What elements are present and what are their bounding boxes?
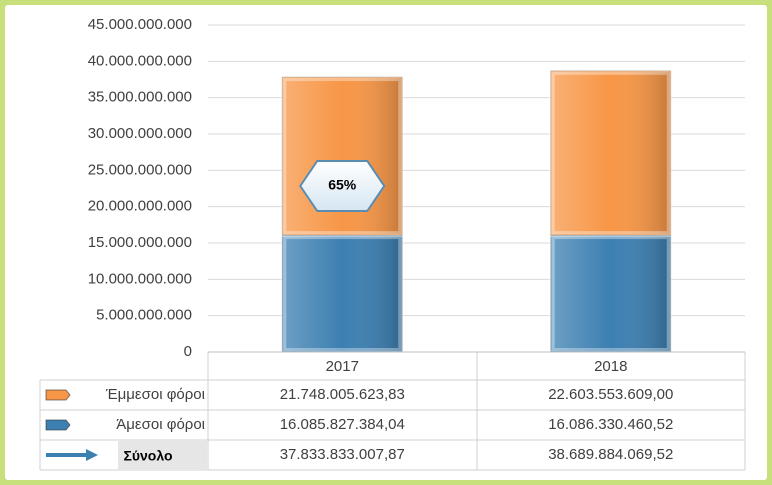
y-tick-label: 20.000.000.000 (88, 198, 192, 215)
y-tick-label: 30.000.000.000 (88, 125, 192, 142)
y-tick-label: 40.000.000.000 (88, 52, 192, 69)
table-total: 37.833.833.007,87 (280, 446, 405, 463)
y-tick-label: 10.000.000.000 (88, 270, 192, 287)
legend-key (45, 419, 71, 431)
table-value: 21.748.005.623,83 (280, 386, 405, 403)
y-tick-label: 15.000.000.000 (88, 234, 192, 251)
x-tick-label: 2018 (594, 358, 627, 375)
annotation-shape (299, 160, 386, 212)
x-tick-label: 2017 (326, 358, 359, 375)
y-tick-label: 0 (184, 343, 192, 360)
table-total: 38.689.884.069,52 (548, 446, 673, 463)
bar-bevel (548, 68, 673, 238)
y-tick-label: 35.000.000.000 (88, 89, 192, 106)
y-tick-label: 45.000.000.000 (88, 16, 192, 33)
table-value: 22.603.553.609,00 (548, 386, 673, 403)
data-table-grid (39, 352, 746, 471)
legend-label: Έμμεσοι φόροι (105, 386, 205, 403)
legend-label: Άμεσοι φόροι (116, 416, 205, 433)
y-tick-label: 25.000.000.000 (88, 161, 192, 178)
total-label: Σύνολο (123, 448, 172, 464)
table-value: 16.086.330.460,52 (548, 416, 673, 433)
total-key-arrow (86, 449, 98, 461)
bar-bevel (548, 233, 673, 355)
legend-key (45, 389, 71, 401)
bar-bevel (280, 233, 405, 354)
y-tick-label: 5.000.000.000 (96, 307, 192, 324)
annotation: 65% (328, 177, 357, 193)
table-value: 16.085.827.384,04 (280, 416, 405, 433)
